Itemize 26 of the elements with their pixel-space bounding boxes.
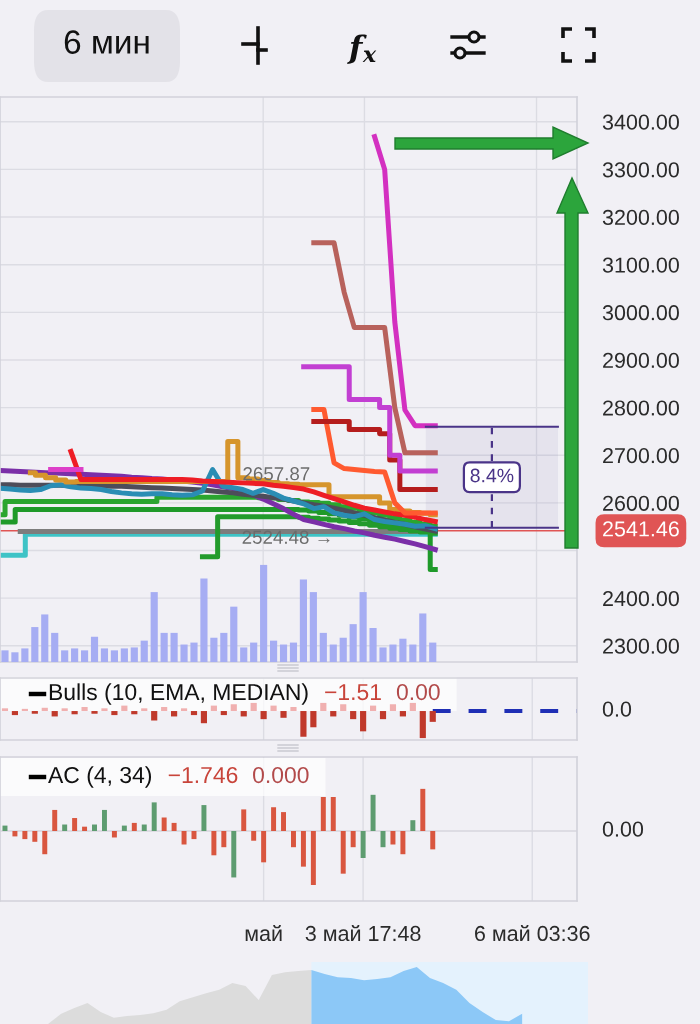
text: 0.000 bbox=[253, 766, 309, 784]
y-tick-label: 2600.00 bbox=[603, 495, 679, 511]
y-tick-label: 3300.00 bbox=[602, 162, 679, 178]
ref-line-label: 2541.46 bbox=[603, 521, 679, 537]
y-tick-label: 2400.00 bbox=[603, 590, 679, 607]
y-tick-label: 3200.00 bbox=[602, 209, 679, 226]
text: −1.51 bbox=[325, 684, 381, 701]
band-label: 8.4% bbox=[470, 468, 514, 483]
x-tick-label: май bbox=[245, 924, 282, 942]
annotation: 2657.87 bbox=[243, 467, 310, 481]
ref-line-label: 0.00 bbox=[602, 821, 644, 837]
chart-title: Bulls (10, EMA, MEDIAN) bbox=[49, 683, 308, 705]
text: 6 мин bbox=[64, 30, 149, 54]
text: 0.00 bbox=[396, 683, 440, 701]
text: −1.746 bbox=[168, 766, 238, 784]
y-tick-label: 2900.00 bbox=[603, 352, 679, 368]
x-tick-label: 3 май 17:48 bbox=[305, 924, 421, 942]
y-tick-label: 3100.00 bbox=[602, 257, 679, 273]
y-tick-label: 2800.00 bbox=[603, 400, 679, 416]
chart-title: AC (4, 34) bbox=[48, 766, 152, 788]
y-tick-label: 3000.00 bbox=[602, 305, 679, 321]
y-tick-label: 2300.00 bbox=[603, 638, 679, 654]
y-tick-label: 3400.00 bbox=[602, 114, 679, 130]
y-tick-label: 2700.00 bbox=[603, 448, 679, 464]
ref-line-label: 0.0 bbox=[602, 701, 632, 717]
x-tick-label: 6 май 03:36 bbox=[475, 924, 590, 942]
